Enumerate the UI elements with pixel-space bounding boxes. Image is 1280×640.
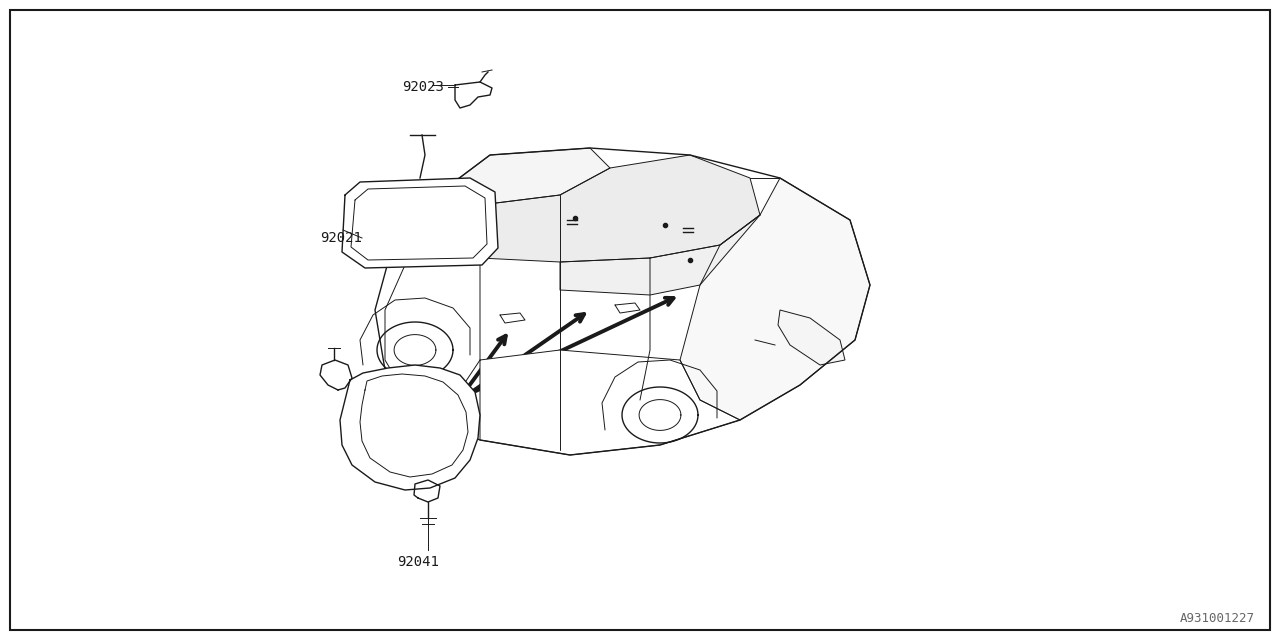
Polygon shape (454, 82, 492, 108)
Text: 92023: 92023 (402, 80, 444, 94)
Text: A931001227: A931001227 (1180, 612, 1254, 625)
Polygon shape (320, 360, 352, 390)
Text: 92041: 92041 (397, 555, 439, 569)
Polygon shape (480, 350, 740, 455)
Polygon shape (340, 365, 480, 490)
Polygon shape (342, 178, 498, 268)
Polygon shape (375, 148, 870, 455)
Polygon shape (385, 240, 480, 400)
Polygon shape (680, 178, 870, 420)
Polygon shape (451, 155, 760, 262)
Polygon shape (561, 215, 760, 295)
Polygon shape (390, 200, 451, 265)
Polygon shape (413, 480, 440, 502)
Text: 92021: 92021 (320, 231, 362, 245)
Polygon shape (430, 148, 611, 218)
Polygon shape (778, 310, 845, 365)
